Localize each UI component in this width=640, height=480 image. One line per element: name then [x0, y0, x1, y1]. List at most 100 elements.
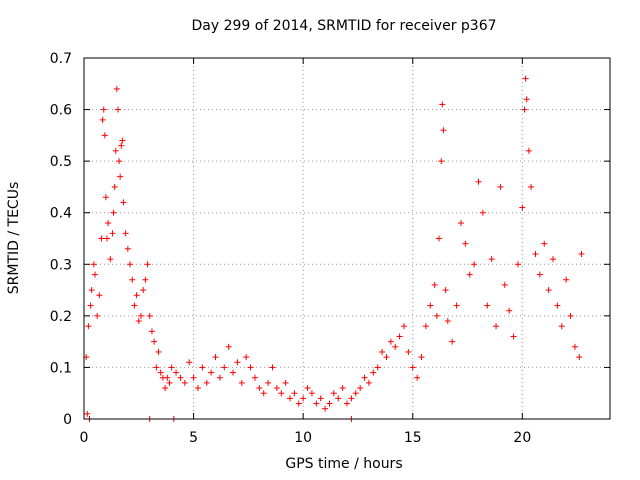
data-point-marker [142, 276, 149, 283]
data-point-marker [230, 369, 237, 376]
data-point-marker [127, 261, 134, 268]
data-point-marker [405, 348, 412, 355]
data-point-marker [418, 354, 425, 361]
data-point-marker [90, 261, 97, 268]
y-tick-label: 0.3 [50, 257, 72, 273]
data-point-marker [99, 116, 106, 123]
data-point-marker [101, 132, 108, 139]
data-point-marker [440, 127, 447, 134]
data-point-marker [153, 364, 160, 371]
plot-frame [83, 57, 611, 420]
data-point-marker [243, 354, 250, 361]
data-point-marker [256, 385, 263, 392]
data-point-marker [497, 183, 504, 190]
data-point-marker [571, 343, 578, 350]
data-point-marker [317, 395, 324, 402]
data-point-marker [186, 359, 193, 366]
data-point-marker [400, 323, 407, 330]
data-point-marker [576, 354, 583, 361]
data-point-marker [238, 379, 245, 386]
data-point-marker [433, 312, 440, 319]
data-point-marker [269, 364, 276, 371]
data-point-marker [514, 261, 521, 268]
data-point-marker [144, 261, 151, 268]
data-point-marker [379, 348, 386, 355]
data-point-marker [545, 287, 552, 294]
x-tick-label: 0 [80, 430, 89, 446]
data-point-marker [278, 390, 285, 397]
data-point-marker [438, 158, 445, 165]
data-point-marker [119, 137, 126, 144]
grid-layer [84, 58, 610, 419]
data-point-marker [221, 364, 228, 371]
data-point-marker [449, 338, 456, 345]
data-point-marker [525, 147, 532, 154]
data-point-marker [550, 256, 557, 263]
data-point-marker [453, 302, 460, 309]
x-tick-label: 5 [189, 430, 198, 446]
data-point-marker [567, 312, 574, 319]
data-point-marker [457, 220, 464, 227]
data-point-marker [96, 292, 103, 299]
y-tick-label: 0.2 [50, 309, 72, 325]
x-tick-label: 20 [513, 430, 531, 446]
data-point-marker [251, 374, 258, 381]
data-point-marker [365, 379, 372, 386]
data-point-marker [124, 245, 131, 252]
data-point-marker [522, 75, 529, 82]
data-point-marker [462, 240, 469, 247]
data-point-marker [107, 256, 114, 263]
data-point-marker [554, 302, 561, 309]
data-point-marker [129, 276, 136, 283]
data-point-marker [339, 385, 346, 392]
data-point-marker [344, 400, 350, 407]
data-point-marker [100, 106, 107, 113]
data-point-marker [484, 302, 491, 309]
data-point-marker [105, 220, 112, 227]
data-point-marker [225, 343, 232, 350]
data-point-marker [578, 250, 585, 257]
data-point-marker [322, 405, 329, 412]
data-point-marker [436, 235, 443, 242]
x-tick-label: 10 [294, 430, 312, 446]
data-point-marker [166, 379, 173, 386]
data-point-marker [523, 96, 530, 103]
data-point-marker [352, 390, 359, 397]
data-point-marker [521, 106, 528, 113]
data-point-marker [181, 379, 188, 386]
y-tick-label: 0.5 [50, 154, 72, 170]
data-point-marker [120, 199, 127, 206]
data-point-marker [304, 385, 311, 392]
data-point-marker [102, 194, 109, 201]
data-point-marker [466, 271, 473, 278]
data-point-marker [273, 385, 280, 392]
data-point-marker [110, 209, 117, 216]
data-point-marker [330, 390, 337, 397]
data-point-marker [173, 369, 180, 376]
data-point-marker [84, 410, 91, 417]
data-point-marker [357, 385, 364, 392]
data-point-marker [133, 292, 140, 299]
data-point-marker [87, 302, 94, 309]
data-point-marker [157, 369, 164, 376]
data-point-marker [409, 364, 416, 371]
data-point-marker [114, 106, 121, 113]
data-point-marker [374, 364, 381, 371]
data-point-marker [475, 178, 482, 185]
data-point-marker [109, 230, 116, 237]
data-point-marker [116, 158, 123, 165]
data-point-marker [510, 333, 517, 340]
y-tick-label: 0.7 [50, 51, 72, 67]
data-point-marker [383, 354, 390, 361]
data-point-marker [104, 235, 111, 242]
data-point-marker [291, 390, 298, 397]
y-tick-label: 0.1 [50, 360, 72, 376]
data-point-marker [131, 302, 138, 309]
data-point-marker [148, 328, 155, 335]
data-point-marker [91, 271, 98, 278]
data-point-marker [414, 374, 421, 381]
data-point-marker [94, 312, 101, 319]
data-point-marker [135, 318, 142, 325]
data-point-marker [155, 348, 162, 355]
